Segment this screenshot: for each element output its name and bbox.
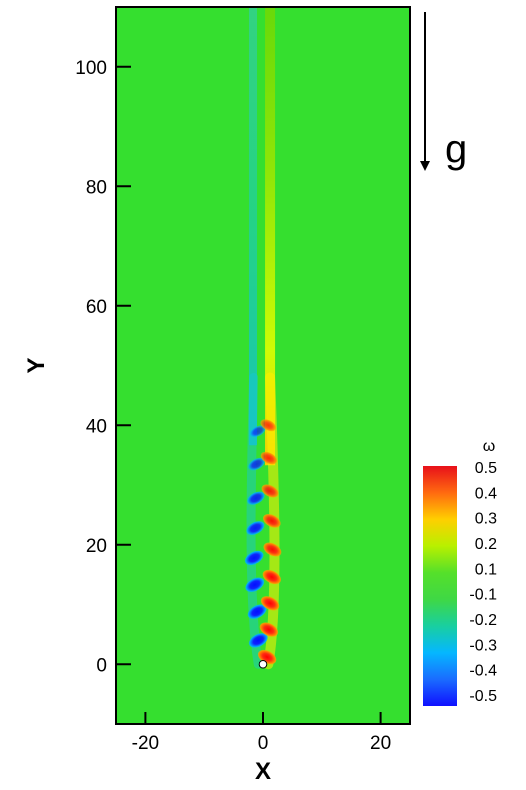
negative-vortex-2 — [247, 604, 267, 619]
colorbar-title: ω — [483, 438, 496, 455]
positive-wake-band — [265, 7, 276, 466]
colorbar-label-9: -0.4 — [469, 663, 497, 680]
body-layer — [258, 659, 268, 669]
y-tick-label-1: 0 — [96, 655, 107, 676]
positive-vortex-6 — [262, 513, 281, 528]
y-tick-label-5: 80 — [86, 177, 107, 198]
colorbar-label-8: -0.3 — [469, 637, 497, 654]
positive-vortex-5 — [263, 542, 282, 557]
positive-vortex-9 — [260, 419, 277, 432]
gravity-label: g — [445, 127, 467, 171]
colorbar-label-7: -0.2 — [469, 612, 497, 629]
y-axis: 0 20 40 60 80 100 — [75, 58, 131, 676]
negative-vortex-4 — [244, 550, 264, 566]
colorbar-labels: 0.5 0.4 0.3 0.2 0.1 -0.1 -0.2 -0.3 -0.4 -0.5 — [469, 460, 497, 705]
negative-vortex-3 — [245, 577, 265, 593]
y-tick-label-4: 60 — [86, 297, 107, 318]
x-axis-label: X — [255, 758, 271, 785]
negative-vortex-1 — [248, 633, 268, 648]
gravity-arrow-head — [420, 161, 430, 171]
negative-vortex-6 — [247, 491, 265, 505]
gravity-indicator: g — [420, 12, 467, 171]
x-tick-label-2: 0 — [258, 733, 269, 754]
negative-vortex-5 — [246, 521, 265, 535]
y-tick-label-2: 20 — [86, 536, 107, 557]
positive-vortex-7 — [261, 484, 279, 498]
colorbar-gradient-bar — [423, 466, 457, 706]
colorbar-label-2: 0.4 — [475, 485, 497, 502]
y-tick-label-6: 100 — [75, 58, 107, 79]
negative-vortex-8 — [249, 425, 266, 438]
x-tick-label-1: -20 — [132, 733, 159, 754]
colorbar-label-5: 0.1 — [475, 561, 497, 578]
colorbar-label-1: 0.5 — [475, 460, 497, 477]
plot-group — [116, 7, 410, 724]
positive-vortex-3 — [260, 596, 280, 611]
colorbar-label-10: -0.5 — [469, 688, 497, 705]
positive-vortex-4 — [262, 569, 282, 585]
colorbar-label-3: 0.3 — [475, 511, 497, 528]
y-axis-label: Y — [23, 357, 50, 373]
positive-vortex-8 — [260, 451, 278, 465]
vortex-layer — [244, 419, 282, 665]
negative-wake-band — [249, 7, 258, 446]
x-tick-label-3: 20 — [370, 733, 391, 754]
plot-background — [116, 7, 410, 724]
negative-vortex-7 — [248, 457, 265, 471]
colorbar-label-4: 0.2 — [475, 536, 497, 553]
positive-vortex-2 — [259, 622, 279, 637]
cylinder-marker — [258, 659, 268, 669]
colorbar: ω 0.5 0.4 0.3 0.2 0.1 -0.1 -0.2 -0.3 -0.4 -0.5 — [423, 438, 497, 706]
x-axis: -20 0 20 — [132, 712, 391, 754]
colorbar-label-6: -0.1 — [469, 587, 497, 604]
y-tick-label-3: 40 — [86, 416, 107, 437]
